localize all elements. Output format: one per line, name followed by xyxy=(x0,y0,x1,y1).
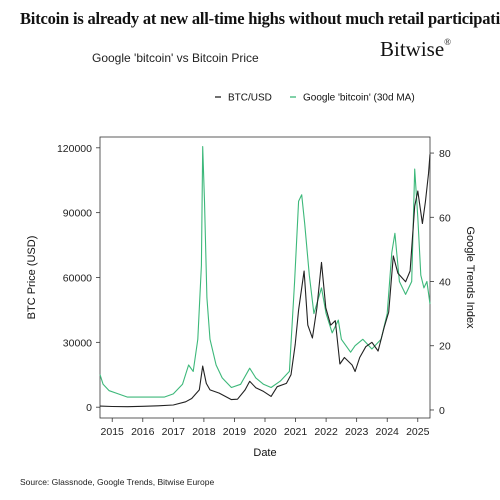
y-tick-label: 0 xyxy=(86,402,92,414)
y2-tick-label: 60 xyxy=(439,212,451,224)
brand-logo: Bitwise® xyxy=(380,37,451,62)
x-axis-title: Date xyxy=(253,447,276,459)
x-tick-label: 2025 xyxy=(406,426,430,438)
y2-tick-label: 80 xyxy=(439,148,451,160)
source-note: Source: Glassnode, Google Trends, Bitwis… xyxy=(20,477,215,487)
y2-axis-title: Google Trends Index xyxy=(464,226,476,329)
y2-tick-label: 40 xyxy=(439,277,451,289)
x-tick-label: 2021 xyxy=(284,426,308,438)
x-tick-label: 2023 xyxy=(345,426,369,438)
x-tick-label: 2018 xyxy=(192,426,216,438)
y-tick-label: 90000 xyxy=(63,208,92,220)
chart-title: Google 'bitcoin' vs Bitcoin Price xyxy=(92,51,259,65)
x-tick-label: 2024 xyxy=(376,426,400,438)
x-tick-label: 2017 xyxy=(162,426,186,438)
x-tick-label: 2019 xyxy=(223,426,247,438)
y-tick-label: 30000 xyxy=(63,337,92,349)
y-tick-label: 60000 xyxy=(63,273,92,285)
btc-price-line xyxy=(99,154,431,408)
x-tick-label: 2016 xyxy=(131,426,155,438)
y2-tick-label: 0 xyxy=(439,405,445,417)
legend-label-google: Google 'bitcoin' (30d MA) xyxy=(303,93,415,104)
headline: Bitcoin is already at new all-time highs… xyxy=(20,9,500,28)
x-tick-label: 2022 xyxy=(314,426,338,438)
plot-frame xyxy=(99,136,431,419)
y-axis-title: BTC Price (USD) xyxy=(26,236,38,320)
brand-wordmark: Bitwise xyxy=(380,37,445,61)
registered-mark: ® xyxy=(444,37,452,47)
google-trends-line xyxy=(99,146,431,398)
y-tick-label: 120000 xyxy=(57,143,92,155)
x-tick-label: 2015 xyxy=(101,426,125,438)
x-tick-label: 2020 xyxy=(253,426,277,438)
legend-label-btc: BTC/USD xyxy=(228,93,272,104)
y2-tick-label: 20 xyxy=(439,341,451,353)
